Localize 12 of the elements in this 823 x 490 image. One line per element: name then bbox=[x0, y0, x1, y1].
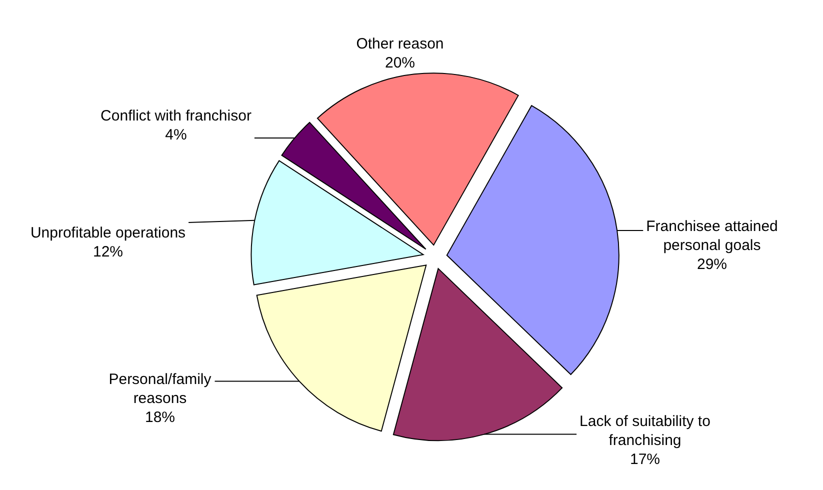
data-label: 12% bbox=[92, 244, 124, 260]
data-label: 18% bbox=[144, 409, 176, 426]
data-label: 17% bbox=[630, 451, 660, 468]
slice-label: Conflict with franchisor bbox=[100, 108, 252, 124]
slice-label: Franchisee attained personal goals bbox=[646, 218, 778, 254]
data-label: 20% bbox=[384, 54, 416, 72]
data-label: 4% bbox=[165, 126, 187, 144]
data-label: 29% bbox=[696, 256, 728, 273]
slice-label: Personal/family reasons bbox=[108, 371, 212, 407]
slice-label: Lack of suitability to franchising bbox=[580, 413, 710, 449]
slice-label: Other reason bbox=[356, 36, 444, 52]
slice-label: Unprofitable operations bbox=[30, 224, 186, 242]
